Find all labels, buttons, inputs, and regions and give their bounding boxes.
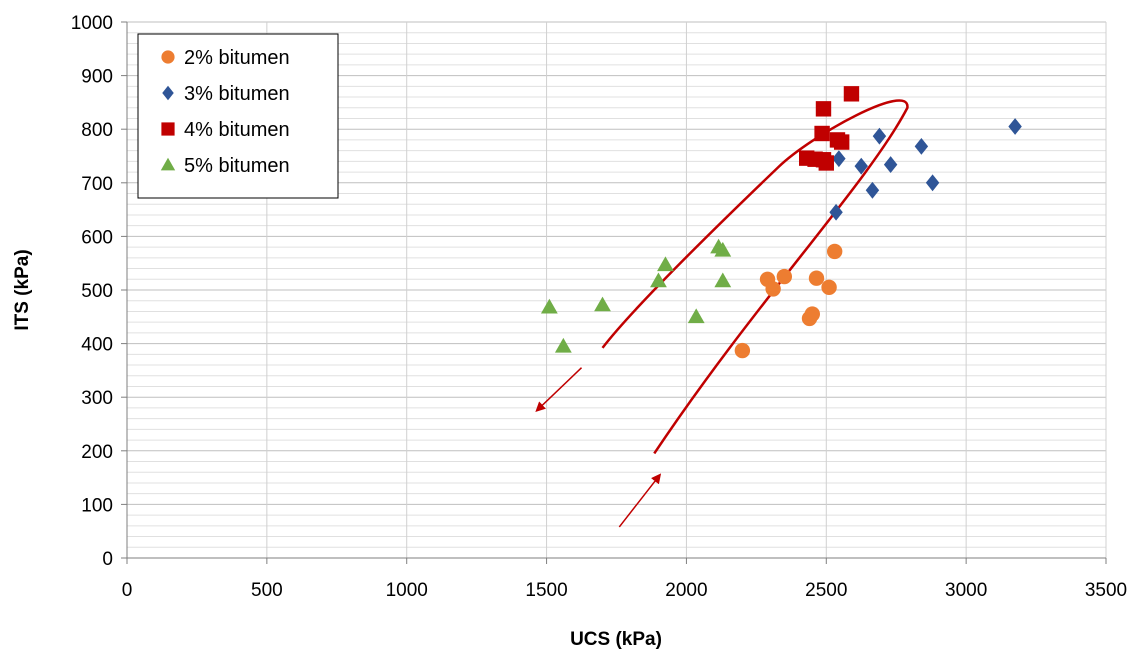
data-point-diamond	[829, 203, 843, 221]
data-point-square	[833, 134, 850, 150]
series-diamond	[829, 118, 1022, 221]
data-point-triangle	[554, 337, 572, 353]
y-tick-label: 600	[81, 227, 113, 248]
legend-label: 3% bitumen	[184, 83, 290, 105]
loop-curve	[601, 99, 909, 455]
x-axis-title: UCS (kPa)	[570, 629, 662, 650]
legend-marker-triangle	[160, 157, 176, 171]
data-point-triangle	[540, 298, 558, 314]
y-axis-title: ITS (kPa)	[12, 249, 33, 330]
annotations	[535, 99, 909, 528]
data-point-square	[815, 101, 832, 117]
data-point-diamond	[872, 127, 887, 145]
data-point-circle	[821, 279, 837, 296]
data-point-square	[814, 125, 830, 142]
legend-label: 4% bitumen	[184, 119, 290, 141]
legend-label: 5% bitumen	[184, 155, 290, 177]
grid-lines	[127, 21, 1107, 559]
legend-marker-diamond	[162, 85, 174, 101]
y-tick-label: 100	[81, 495, 113, 516]
data-point-square	[818, 155, 834, 171]
y-tick-label: 500	[81, 281, 113, 302]
data-point-diamond	[1008, 118, 1022, 135]
x-tick-label: 3500	[1085, 580, 1127, 601]
data-point-triangle	[687, 308, 705, 324]
series-square	[799, 86, 860, 171]
y-tick-label: 900	[81, 67, 113, 88]
tick-labels: 0 100 200 300 400 500 600 700 800 900 1000 0 500 1000…	[71, 13, 1127, 601]
data-points	[540, 86, 1022, 359]
y-tick-label: 1000	[71, 13, 113, 34]
y-tick-label: 800	[81, 120, 113, 141]
x-tick-label: 3000	[945, 580, 987, 601]
x-tick-label: 1500	[525, 580, 567, 601]
data-point-square	[843, 86, 860, 102]
legend-marker-circle	[161, 50, 175, 64]
x-tick-label: 500	[251, 580, 283, 601]
trend-arrow	[618, 473, 662, 528]
data-point-diamond	[865, 181, 880, 199]
data-point-diamond	[854, 157, 868, 175]
legend-marker-square	[161, 122, 175, 136]
x-tick-label: 2500	[805, 580, 847, 601]
data-point-triangle	[714, 241, 732, 257]
series-circle	[734, 243, 843, 359]
y-tick-label: 300	[81, 388, 113, 409]
data-point-circle	[765, 281, 781, 297]
y-tick-label: 400	[81, 335, 113, 356]
data-point-triangle	[650, 272, 667, 288]
data-point-diamond	[925, 174, 940, 192]
data-point-triangle	[714, 272, 732, 288]
data-point-circle	[808, 270, 825, 286]
y-tick-label: 700	[81, 174, 113, 195]
x-tick-label: 1000	[386, 580, 428, 601]
trend-arrow	[535, 367, 583, 412]
legend: 2% bitumen 3% bitumen 4% bitumen 5% bitumen	[137, 33, 339, 199]
series-triangle	[540, 238, 732, 353]
legend-label: 2% bitumen	[184, 47, 290, 69]
data-point-circle	[776, 268, 793, 285]
y-tick-label: 0	[102, 549, 113, 570]
data-point-triangle	[594, 296, 611, 312]
x-tick-label: 2000	[665, 580, 707, 601]
data-point-diamond	[883, 156, 898, 173]
data-point-diamond	[832, 150, 846, 168]
x-tick-label: 0	[122, 580, 133, 601]
data-point-circle	[826, 243, 843, 260]
data-point-circle	[804, 306, 820, 322]
y-tick-label: 200	[81, 442, 113, 463]
data-point-circle	[734, 342, 751, 359]
data-point-diamond	[914, 137, 929, 155]
data-point-triangle	[657, 256, 674, 272]
axes	[121, 21, 1107, 564]
